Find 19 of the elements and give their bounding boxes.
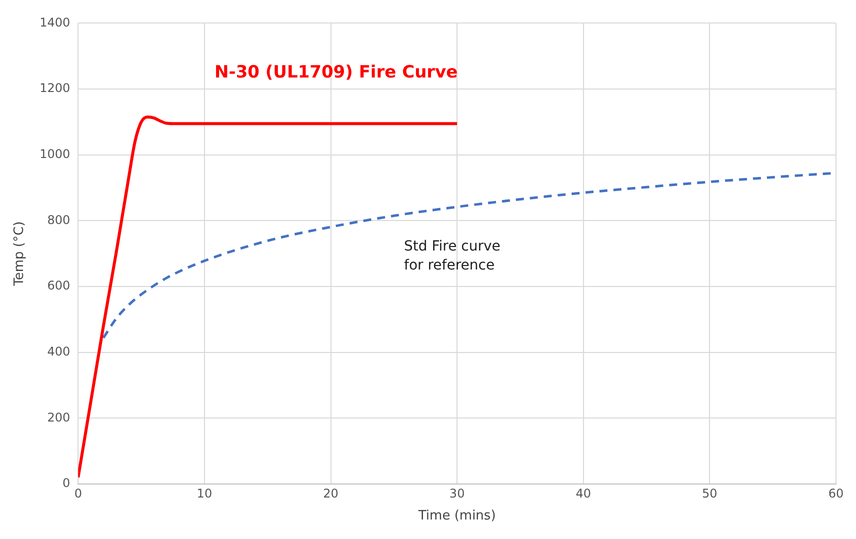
y-tick-label: 1000	[40, 146, 70, 161]
y-tick-label: 1400	[40, 15, 70, 30]
x-tick-label: 30	[449, 486, 465, 500]
x-tick-label: 60	[828, 486, 844, 500]
x-tick-label: 40	[576, 486, 592, 500]
y-tick-label: 600	[47, 278, 70, 293]
x-tick-label: 0	[74, 486, 82, 500]
x-tick-label: 10	[196, 486, 212, 500]
y-tick-label: 800	[47, 212, 70, 227]
y-tick-label: 1200	[40, 81, 70, 96]
y-tick-label: 0	[62, 476, 70, 490]
series-label: Std Fire curve for reference	[404, 238, 500, 274]
x-tick-label: 20	[323, 486, 338, 500]
x-tick-label: 50	[702, 486, 718, 500]
y-tick-label: 200	[47, 410, 70, 424]
text: N-30 (UL1709) Fire Curve	[214, 62, 458, 83]
y-tick-label: 400	[47, 344, 70, 358]
x-axis-title: Time (mins)	[417, 508, 496, 524]
y-axis-title: Temp (°C)	[12, 221, 28, 287]
